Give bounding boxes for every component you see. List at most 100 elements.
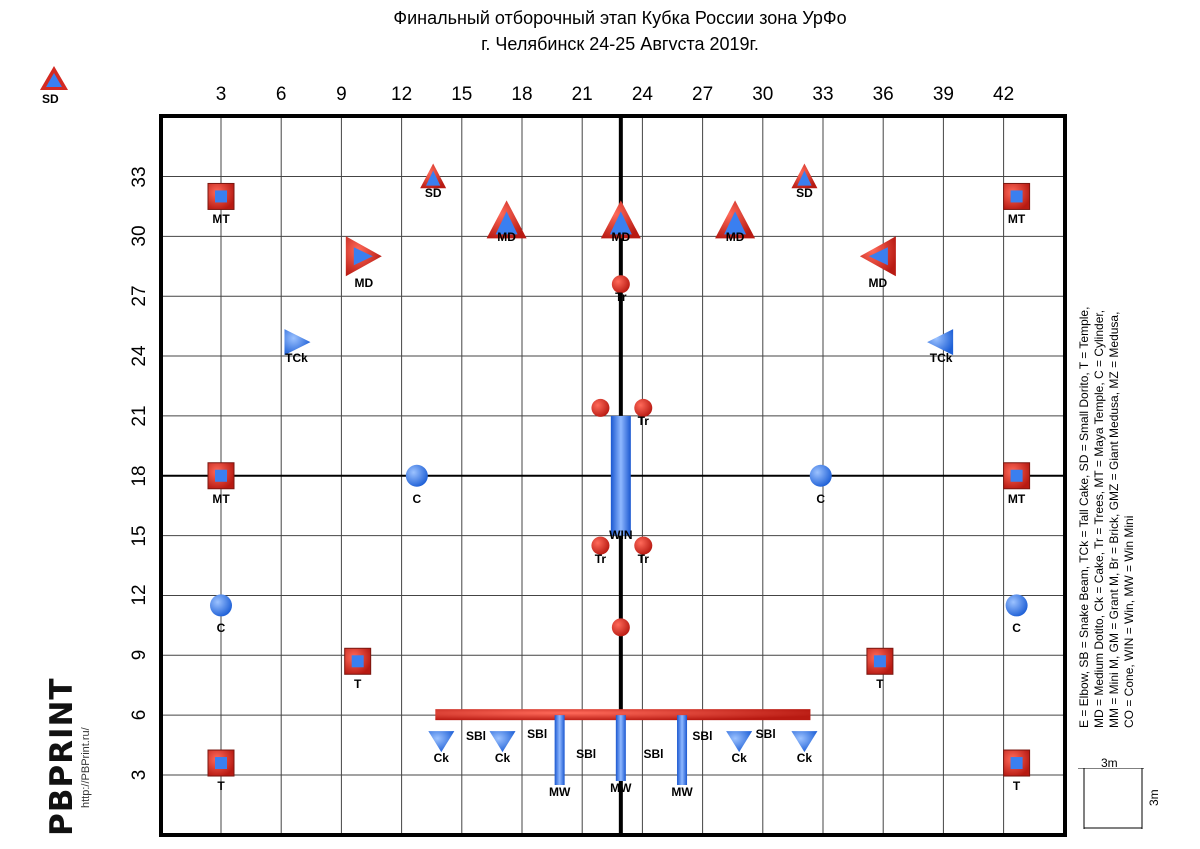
page-title: Финальный отборочный этап Кубка России з… bbox=[393, 8, 847, 28]
mini-win-label: MW bbox=[671, 785, 693, 799]
x-tick-label: 30 bbox=[752, 84, 774, 105]
x-tick-label: 21 bbox=[571, 84, 593, 105]
mini-win-2 bbox=[615, 715, 626, 782]
bunker-label-tr: Tr bbox=[637, 413, 649, 428]
bunker-label-c: C bbox=[1012, 621, 1021, 636]
bunker-label-tr: Tr bbox=[615, 290, 627, 305]
square-icon-15 bbox=[207, 462, 235, 490]
bunker-label-t: T bbox=[1012, 779, 1021, 794]
field-border bbox=[159, 114, 1067, 837]
bunker-label-md: MD bbox=[611, 230, 631, 245]
y-tick-label: 9 bbox=[129, 650, 150, 661]
bunker-label-sd: SD bbox=[424, 185, 442, 200]
cylinder-icon-22 bbox=[1005, 594, 1028, 617]
x-tick-label: 24 bbox=[631, 84, 653, 105]
cake-icon-31 bbox=[791, 731, 818, 753]
scale-box bbox=[1078, 767, 1144, 829]
x-tick-label: 27 bbox=[692, 84, 714, 105]
square-icon-25 bbox=[866, 647, 894, 675]
scale-width-label: 3m bbox=[1101, 756, 1118, 770]
triangle-left-icon-9 bbox=[859, 236, 896, 277]
tree-icon-10 bbox=[611, 275, 630, 294]
x-tick-label: 15 bbox=[451, 84, 473, 105]
x-tick-label: 18 bbox=[511, 84, 533, 105]
mini-win-label: MW bbox=[610, 781, 632, 795]
y-tick-label: 12 bbox=[129, 584, 150, 607]
y-tick-label: 24 bbox=[129, 345, 150, 367]
square-icon-24 bbox=[344, 647, 372, 675]
y-tick-label: 6 bbox=[129, 709, 150, 721]
x-tick-label: 36 bbox=[872, 84, 894, 105]
legend-line-4: CO = Cone, WIN = Win, MW = Win Mini bbox=[1122, 515, 1136, 728]
legend-line-3: MM = Mini M, GM = Grant M, Br = Brick, G… bbox=[1107, 311, 1121, 728]
win-beam bbox=[610, 415, 631, 536]
beam-label: SBl bbox=[576, 747, 597, 762]
cake-icon-30 bbox=[726, 731, 753, 753]
bunker-label-c: C bbox=[216, 621, 226, 636]
bunker-label-tr: Tr bbox=[637, 551, 649, 566]
y-tick-label: 33 bbox=[129, 165, 150, 188]
x-tick-label: 12 bbox=[391, 84, 413, 105]
bunker-label-tck: TCk bbox=[929, 351, 953, 366]
cake-icon-28 bbox=[428, 731, 455, 753]
x-tick-label: 39 bbox=[932, 84, 954, 105]
legend-line-1: E = Elbow, SB = Snake Beam, TCk = Tall C… bbox=[1077, 306, 1091, 728]
triangle-icon-7 bbox=[715, 200, 756, 239]
bunker-label-tr: Tr bbox=[594, 551, 607, 566]
bunker-label-mt: MT bbox=[1007, 212, 1026, 227]
beam-label: SBl bbox=[692, 729, 713, 744]
bunker-label-sd: SD bbox=[796, 185, 813, 200]
tree-icon-20 bbox=[634, 536, 653, 555]
triangle-icon-6 bbox=[600, 200, 641, 239]
bunker-label-md: MD bbox=[354, 276, 374, 291]
tree-icon-14 bbox=[634, 398, 653, 417]
x-tick-label: 3 bbox=[215, 84, 227, 105]
scale-height-label: 3m bbox=[1147, 789, 1161, 806]
bunker-label-md: MD bbox=[725, 230, 745, 245]
y-tick-label: 15 bbox=[129, 525, 150, 547]
square-icon-1 bbox=[207, 182, 235, 210]
page-subtitle: г. Челябинск 24-25 Авгvста 2019г. bbox=[481, 34, 759, 54]
beam-label: WIN bbox=[609, 527, 633, 542]
y-tick-label: 18 bbox=[129, 465, 150, 487]
bunker-label-md: MD bbox=[497, 230, 516, 245]
x-tick-label: 6 bbox=[275, 84, 287, 105]
triangle-right-icon-8 bbox=[345, 236, 382, 277]
bunker-label-ck: Ck bbox=[433, 751, 449, 766]
bunker-label-t: T bbox=[217, 779, 225, 794]
cake-icon-29 bbox=[489, 731, 516, 753]
square-icon-27 bbox=[1003, 749, 1031, 777]
bunker-label-t: T bbox=[876, 677, 884, 692]
y-tick-label: 21 bbox=[129, 405, 150, 427]
bunker-label-t: T bbox=[354, 677, 362, 692]
cylinder-icon-21 bbox=[210, 594, 232, 617]
tree-icon-23 bbox=[611, 618, 630, 637]
bunker-label-mt: MT bbox=[212, 212, 230, 227]
bunker-label-md: MD bbox=[868, 276, 888, 291]
bunker-label-c: C bbox=[412, 491, 422, 506]
x-tick-label: 9 bbox=[336, 84, 347, 105]
triangle-icon-3 bbox=[420, 163, 447, 189]
beam-label: SBl bbox=[527, 727, 548, 742]
bunker-label-ck: Ck bbox=[796, 751, 813, 766]
corner-sd-icon bbox=[40, 66, 68, 95]
tree-icon-13 bbox=[591, 398, 610, 417]
tree-icon-19 bbox=[591, 536, 610, 555]
bunker-label-ck: Ck bbox=[731, 751, 747, 766]
legend-line-2: MD = Medium Dotito, Ck = Cake, Tr = Tree… bbox=[1092, 309, 1106, 728]
x-tick-label: 42 bbox=[993, 84, 1015, 105]
beam-label: SBl bbox=[643, 747, 664, 762]
mini-win-label: MW bbox=[548, 785, 571, 799]
bunker-label-c: C bbox=[816, 491, 826, 506]
square-icon-16 bbox=[1003, 462, 1031, 490]
y-tick-label: 27 bbox=[129, 285, 150, 307]
bunker-label-mt: MT bbox=[1007, 491, 1026, 506]
square-icon-2 bbox=[1003, 182, 1031, 210]
brand-logo: PBPRINT bbox=[44, 677, 80, 836]
corner-sd-label: SD bbox=[42, 92, 59, 106]
bunker-label-ck: Ck bbox=[494, 751, 511, 766]
mini-win-1 bbox=[554, 715, 565, 785]
y-tick-label: 3 bbox=[129, 769, 150, 781]
beam-label: SBl bbox=[465, 729, 486, 744]
triangle-icon-5 bbox=[486, 200, 527, 239]
